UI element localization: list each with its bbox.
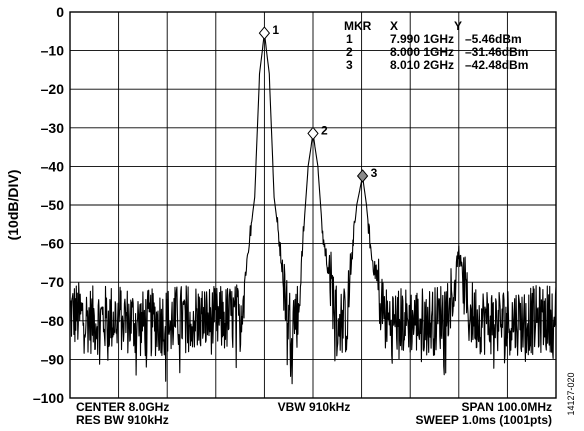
marker-3-label: 3 [371,166,378,180]
y-tick-label: –80 [41,313,65,329]
marker-table-row-2-y: –31.46dBm [465,45,528,59]
marker-table-row-2-x: 8.000 1GHz [390,45,454,59]
footer-sweep: SWEEP 1.0ms (1001pts) [415,413,552,427]
marker-table: MKR X Y 1 7.990 1GHz –5.46dBm 2 8.000 1G… [344,19,528,72]
marker-3-diamond [356,169,369,183]
figure-id: 14127-020 [566,372,576,415]
marker-table-row-1-id: 1 [346,32,353,46]
y-tick-label: –60 [41,236,65,252]
grid-lines [70,12,556,398]
footer-vbw: VBW 910kHz [278,400,351,414]
marker-1-label: 1 [272,23,279,37]
y-tick-labels: 0 –10 –20 –30 –40 –50 –60 –70 –80 –90 –100 [33,4,64,406]
marker-table-row-1-x: 7.990 1GHz [390,32,454,46]
y-tick-label: –10 [41,43,65,59]
y-tick-label: –50 [41,197,65,213]
marker-group: 123 [258,23,378,183]
y-tick-label: –100 [33,390,64,406]
y-tick-label: –40 [41,158,65,174]
marker-1-diamond [258,26,271,40]
marker-2-label: 2 [321,123,328,137]
footer-res-bw: RES BW 910kHz [76,413,169,427]
y-axis-label: (10dB/DIV) [5,170,21,241]
marker-table-header-x: X [390,19,398,33]
y-tick-label: –30 [41,120,65,136]
y-tick-label: –70 [41,274,65,290]
marker-2-diamond [307,126,319,141]
marker-table-row-2-id: 2 [346,45,353,59]
y-tick-label: –90 [41,351,65,367]
marker-table-row-1-y: –5.46dBm [465,32,522,46]
y-tick-label: –20 [41,81,65,97]
marker-table-row-3-id: 3 [346,58,353,72]
marker-table-header-mkr: MKR [344,19,372,33]
marker-table-header-y: Y [454,19,462,33]
footer-span: SPAN 100.0MHz [462,400,552,414]
footer-center: CENTER 8.0GHz [76,400,169,414]
marker-table-row-3-x: 8.010 2GHz [390,58,454,72]
marker-table-row-3-y: –42.48dBm [465,58,528,72]
y-tick-label: 0 [56,4,64,20]
